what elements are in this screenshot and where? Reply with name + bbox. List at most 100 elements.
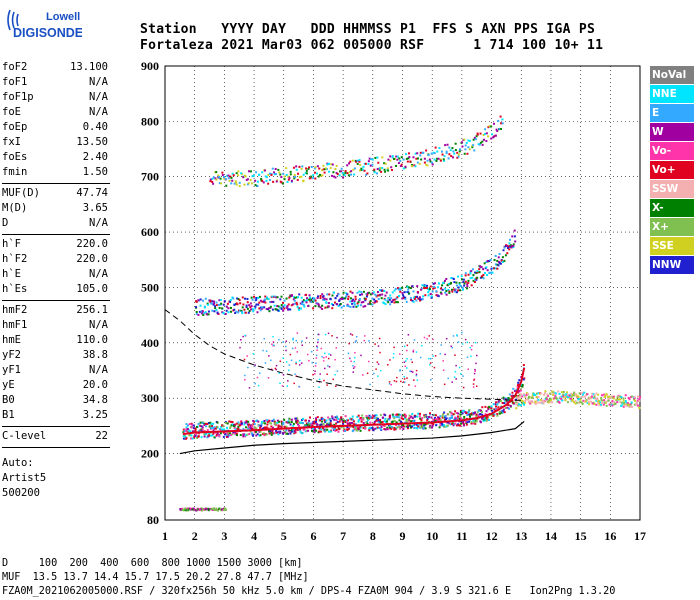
data-point [522,378,525,381]
data-point [299,302,302,305]
data-point [458,282,461,285]
data-point [339,418,342,421]
data-point [200,312,203,315]
data-point [193,436,196,439]
x-tick-label: 15 [575,529,587,543]
data-point [384,170,387,173]
data-point [342,176,345,179]
data-point [411,412,414,415]
data-point [475,420,478,423]
data-point [257,384,260,387]
data-point [581,393,584,396]
param-row: yF1 N/A [2,363,108,378]
data-point [622,397,625,400]
param-label: C-level [2,430,47,442]
data-point [503,259,506,262]
data-point [401,286,404,289]
data-point [335,428,338,431]
data-point [225,305,228,308]
y-tick-label: 200 [141,447,159,461]
param-row: foF1p N/A [2,90,108,105]
data-point [310,424,313,427]
data-point [226,426,229,429]
data-point [305,429,308,432]
y-tick-label: 700 [141,170,159,184]
data-point [520,393,523,396]
data-point [263,306,266,309]
x-tick-label: 14 [545,529,557,543]
data-point [237,170,240,173]
data-point [207,509,210,512]
data-point [290,179,293,182]
station-header-values: Fortaleza 2021 Mar03 062 005000 RSF 1 71… [140,38,604,53]
data-point [503,398,506,401]
data-point [528,400,531,403]
data-point [425,415,428,418]
param-label: foE [2,106,21,118]
data-point [458,150,461,153]
o-trace-line [182,367,526,436]
data-point [354,351,356,354]
data-point [598,400,601,403]
data-point [472,386,475,388]
data-point [185,423,188,426]
data-point [369,426,372,429]
data-point [479,141,482,144]
data-point [271,308,274,311]
data-point [512,244,515,247]
data-point [393,416,396,419]
data-point [185,428,188,431]
data-point [315,429,318,432]
data-point [295,165,298,168]
data-point [289,308,292,311]
data-point [564,399,567,402]
data-point [305,299,308,302]
data-point [535,392,538,395]
data-point [479,276,482,279]
data-point [248,170,251,173]
data-point [375,414,378,417]
data-point [340,170,343,173]
data-point [515,401,518,404]
data-point [353,360,356,363]
data-point [403,417,406,420]
data-point [210,427,213,430]
data-point [435,294,438,297]
data-point [378,337,381,340]
data-point [313,422,316,425]
data-point [246,433,249,436]
data-point [457,341,460,343]
data-point [246,297,249,300]
y-tick-label: 800 [141,114,159,128]
data-point [373,422,376,425]
param-row: foF1 N/A [2,75,108,90]
data-point [476,276,479,279]
data-point [430,378,432,381]
data-point [552,393,555,396]
data-point [407,157,410,160]
data-point [445,293,448,296]
data-point [467,411,470,414]
data-point [545,396,548,399]
param-label: h`F2 [2,253,28,265]
data-point [266,297,269,300]
data-point [633,398,636,401]
data-point [404,298,407,301]
data-point [243,421,246,424]
data-point [357,420,360,423]
data-point [391,291,394,294]
data-point [476,133,479,136]
data-point [413,427,416,430]
data-point [449,417,452,420]
data-point [379,421,382,424]
data-point [277,426,280,429]
data-point [453,418,456,421]
data-point [415,351,418,353]
data-point [287,178,290,181]
data-point [383,420,386,423]
data-point [259,426,262,429]
param-value: N/A [89,91,108,103]
data-point [399,353,401,355]
data-point [251,425,254,428]
data-point [484,272,487,275]
